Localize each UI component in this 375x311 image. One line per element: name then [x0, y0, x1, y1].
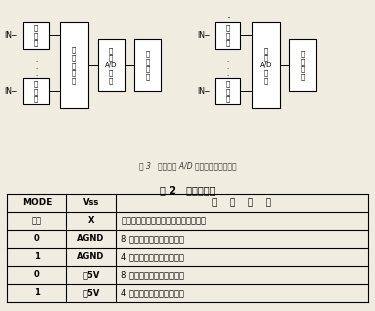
Text: 单
路
A/D
转
换: 单 路 A/D 转 换 — [105, 47, 117, 84]
Text: －5V: －5V — [82, 270, 100, 279]
Text: AGND: AGND — [77, 234, 105, 243]
Text: 多
路
A/D
转
换: 多 路 A/D 转 换 — [260, 47, 272, 84]
Text: 1: 1 — [34, 252, 40, 261]
Text: 0: 0 — [34, 270, 40, 279]
Text: AGND: AGND — [77, 252, 105, 261]
FancyBboxPatch shape — [60, 22, 88, 108]
Text: IN─: IN─ — [197, 31, 210, 40]
FancyBboxPatch shape — [23, 78, 49, 104]
Text: 转    换    形    式: 转 换 形 式 — [212, 198, 271, 207]
Text: 保
持
器: 保 持 器 — [34, 81, 38, 102]
Text: ·
·
·: · · · — [35, 59, 37, 79]
Text: 微
处
理
器: 微 处 理 器 — [300, 51, 305, 80]
Text: 8 通道、单端、双极性转换: 8 通道、单端、双极性转换 — [122, 270, 184, 279]
Text: 0: 0 — [34, 234, 40, 243]
Text: 保
持
器: 保 持 器 — [34, 25, 38, 46]
Text: 保
持
器: 保 持 器 — [225, 25, 230, 46]
Text: 表 2   转换类型表: 表 2 转换类型表 — [160, 186, 215, 196]
Text: MODE: MODE — [22, 198, 52, 207]
FancyBboxPatch shape — [215, 78, 240, 104]
Text: 多
路
选
择
器: 多 路 选 择 器 — [72, 47, 76, 84]
Text: ·: · — [226, 12, 230, 25]
Text: Vss: Vss — [83, 198, 99, 207]
Text: 微
处
理
器: 微 处 理 器 — [145, 51, 150, 80]
Text: 4 通道、差分、双极性转换: 4 通道、差分、双极性转换 — [122, 288, 184, 297]
Text: 图 3   采用传统 A/D 转换芯片的实现方式: 图 3 采用传统 A/D 转换芯片的实现方式 — [139, 162, 236, 170]
Text: IN─: IN─ — [197, 87, 210, 96]
FancyBboxPatch shape — [134, 39, 161, 91]
FancyBboxPatch shape — [252, 22, 280, 108]
FancyBboxPatch shape — [289, 39, 316, 91]
FancyBboxPatch shape — [23, 22, 49, 49]
Text: 8 通道、单端、单极性转换: 8 通道、单端、单极性转换 — [122, 234, 184, 243]
Text: －5V: －5V — [82, 288, 100, 297]
Text: 多路选择器的配置寄存器决定转换类型: 多路选择器的配置寄存器决定转换类型 — [122, 216, 206, 225]
Text: 4 通道、差分、单极性转换: 4 通道、差分、单极性转换 — [122, 252, 184, 261]
Text: 1: 1 — [34, 288, 40, 297]
FancyBboxPatch shape — [98, 39, 124, 91]
FancyBboxPatch shape — [215, 22, 240, 49]
Text: IN─: IN─ — [4, 87, 17, 96]
Text: 开路: 开路 — [32, 216, 42, 225]
Text: X: X — [88, 216, 94, 225]
Text: 保
持
器: 保 持 器 — [225, 81, 230, 102]
Text: ·
·
·: · · · — [226, 59, 229, 79]
Text: IN─: IN─ — [4, 31, 17, 40]
